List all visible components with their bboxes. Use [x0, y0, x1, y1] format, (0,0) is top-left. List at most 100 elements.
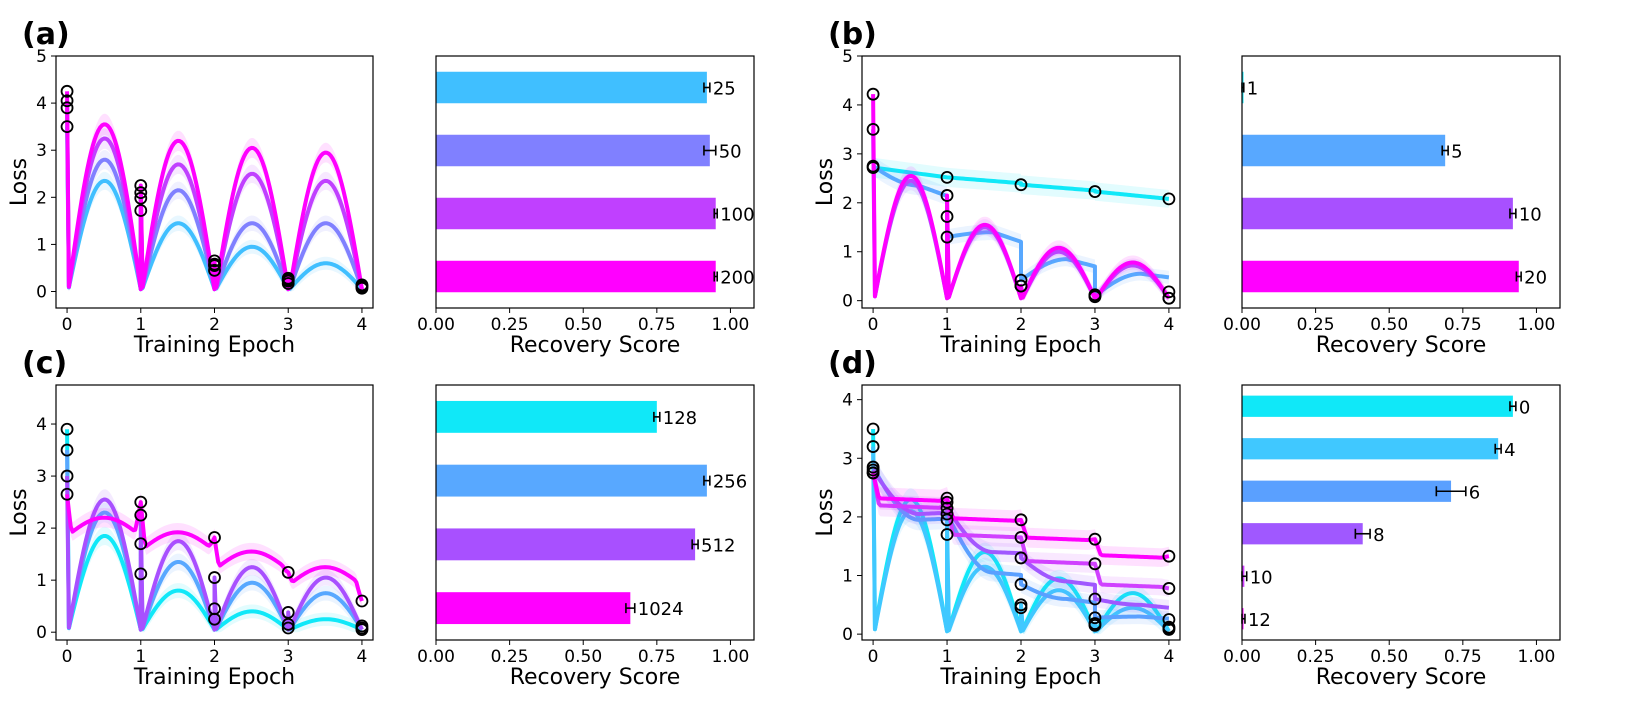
epoch-marker — [208, 531, 221, 544]
panel-letter: (c) — [22, 346, 67, 381]
epoch-marker — [1162, 291, 1176, 305]
epoch-marker — [940, 170, 954, 184]
y-tick-label: 3 — [36, 467, 47, 487]
epoch-marker — [1162, 620, 1176, 634]
loss-line — [871, 472, 1170, 560]
x-tick-label: 1.00 — [1518, 647, 1556, 667]
epoch-marker — [940, 528, 954, 541]
bar-label: 10 — [1250, 567, 1273, 588]
x-tick-label: 1 — [135, 647, 146, 667]
x-tick-label: 0.50 — [564, 315, 602, 335]
axes-frame — [435, 55, 755, 309]
epoch-marker — [134, 537, 148, 551]
bar-label: 6 — [1469, 482, 1480, 503]
loss-line — [872, 165, 1170, 201]
x-tick-label: 0.25 — [491, 647, 529, 667]
epoch-marker — [940, 230, 954, 244]
x-tick-label: 0.25 — [491, 315, 529, 335]
bar — [436, 71, 707, 104]
epoch-marker — [281, 565, 295, 579]
recovery-bars-2: 128 256 512 1024 0.00 0.25 0.50 0.75 1.00 Recover… — [417, 384, 755, 690]
y-tick-label: 2 — [36, 519, 47, 539]
loss-line — [871, 164, 1170, 298]
epoch-marker — [134, 567, 148, 581]
loss-plot-3: (d) 0 1 2 3 4 0 1 2 3 4 Training Epoch Loss — [813, 346, 1181, 690]
bar — [1242, 134, 1446, 167]
y-axis-label: Loss — [813, 488, 838, 536]
x-tick-label: 0.00 — [1223, 315, 1261, 335]
epoch-marker — [1014, 178, 1028, 192]
x-tick-label: 0 — [62, 647, 73, 667]
loss-line — [871, 472, 1170, 591]
y-tick-label: 5 — [842, 47, 853, 67]
y-tick-label: 4 — [842, 391, 853, 411]
x-tick-label: 3 — [283, 647, 294, 667]
y-tick-label: 0 — [36, 623, 47, 643]
y-tick-label: 1 — [842, 243, 853, 263]
x-axis-label: Training Epoch — [939, 333, 1101, 358]
x-tick-label: 0.50 — [1370, 647, 1408, 667]
epoch-marker — [940, 501, 954, 515]
axes-frame — [435, 384, 755, 641]
y-tick-label: 3 — [36, 141, 47, 161]
epoch-marker — [1014, 551, 1028, 565]
x-axis-label: Recovery Score — [1316, 665, 1487, 690]
loss-plot-0: (a) 0 1 2 3 4 0 1 2 3 4 5 Training Epoch Loss — [7, 17, 374, 358]
x-axis-label: Recovery Score — [1316, 333, 1487, 358]
bar — [1242, 480, 1452, 502]
epoch-marker — [1162, 613, 1176, 626]
y-tick-label: 4 — [36, 94, 47, 114]
x-tick-label: 1 — [942, 647, 953, 667]
epoch-marker — [866, 159, 880, 173]
x-axis-label: Recovery Score — [510, 665, 681, 690]
recovery-bars-0: 25 50 100 200 0.00 0.25 0.50 0.75 1.00 Recovery S… — [417, 55, 755, 358]
x-tick-label: 2 — [1016, 315, 1027, 335]
epoch-marker — [940, 189, 954, 202]
loss-plot-2: (c) 0 1 2 3 4 0 1 2 3 4 Training Epoch Loss — [7, 346, 374, 690]
epoch-marker — [940, 491, 954, 505]
confidence-band — [873, 455, 1169, 627]
epoch-marker — [866, 440, 880, 453]
bar-label: 10 — [1519, 205, 1542, 226]
x-tick-label: 1.00 — [712, 315, 750, 335]
recovery-bars-1: 1 5 10 20 0.00 0.25 0.50 0.75 1.00 Recovery Score — [1223, 55, 1561, 358]
x-tick-label: 3 — [1090, 315, 1101, 335]
bar-label: 256 — [713, 472, 747, 493]
y-tick-label: 0 — [36, 283, 47, 303]
x-axis-label: Recovery Score — [510, 333, 681, 358]
epoch-marker — [1088, 617, 1102, 630]
x-tick-label: 1.00 — [712, 647, 750, 667]
epoch-marker — [1014, 273, 1028, 287]
y-tick-label: 1 — [36, 571, 47, 591]
y-tick-label: 4 — [842, 96, 853, 116]
epoch-marker — [134, 191, 148, 205]
bar — [436, 197, 716, 230]
epoch-marker — [208, 257, 221, 271]
epoch-marker — [940, 210, 954, 223]
x-tick-label: 2 — [1016, 647, 1027, 667]
epoch-marker — [134, 495, 148, 509]
x-tick-label: 4 — [1163, 647, 1174, 667]
confidence-band — [873, 433, 1169, 635]
bar-label: 25 — [713, 79, 736, 100]
bar-label: 128 — [663, 408, 697, 429]
bar — [1242, 197, 1513, 230]
epoch-marker — [281, 606, 295, 619]
bar — [436, 464, 707, 497]
x-tick-label: 4 — [1163, 315, 1174, 335]
y-tick-label: 2 — [36, 188, 47, 208]
bar-label: 100 — [720, 205, 754, 226]
x-tick-label: 0.00 — [417, 315, 455, 335]
bar-label: 200 — [720, 268, 754, 289]
epoch-marker — [1162, 192, 1176, 206]
x-tick-label: 0 — [868, 315, 879, 335]
x-tick-label: 0.75 — [1444, 647, 1482, 667]
y-tick-label: 2 — [842, 194, 853, 214]
bar-label: 1024 — [638, 599, 684, 620]
x-tick-label: 1.00 — [1518, 315, 1556, 335]
loss-line — [65, 494, 364, 602]
epoch-marker — [1088, 532, 1102, 546]
bar — [1242, 438, 1499, 460]
epoch-marker — [60, 487, 74, 501]
bar-label: 20 — [1524, 268, 1547, 289]
